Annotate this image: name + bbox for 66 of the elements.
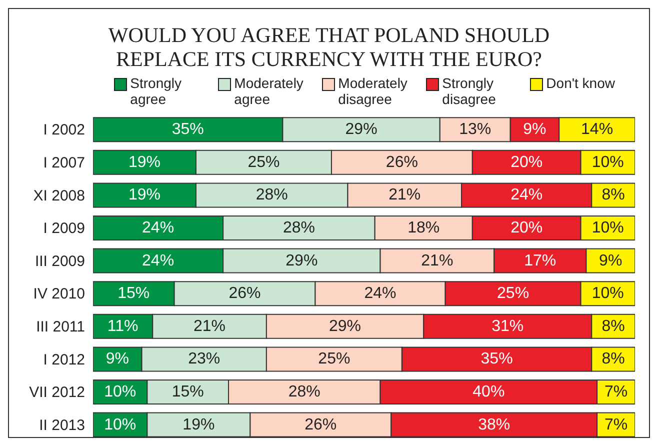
chart-title: WOULD YOU AGREE THAT POLAND SHOULD REPLACE ITS CURRENCY WITH THE EURO?	[107, 22, 551, 71]
data-label: 25%	[497, 285, 530, 302]
data-label: 8%	[602, 318, 625, 335]
data-label: 10%	[104, 383, 136, 400]
y-tick-label: XI 2008	[33, 187, 85, 204]
data-label: 9%	[106, 350, 129, 368]
data-label: 20%	[510, 219, 543, 236]
data-label: 17%	[524, 252, 556, 270]
data-label: 21%	[194, 318, 226, 335]
data-label: 24%	[142, 252, 174, 270]
data-label: 24%	[510, 186, 543, 204]
data-label: 29%	[329, 318, 362, 335]
data-label: 8%	[602, 186, 625, 204]
data-label: 26%	[386, 154, 418, 171]
legend-label: Strongly agree	[130, 75, 183, 107]
data-label: 10%	[104, 416, 136, 434]
data-label: 7%	[604, 383, 628, 400]
data-label: 7%	[604, 416, 628, 434]
data-label: 21%	[421, 252, 454, 270]
data-label: 35%	[480, 350, 513, 368]
data-label: 15%	[172, 383, 204, 400]
legend-label: Don't know	[546, 75, 615, 91]
data-label: 25%	[248, 154, 280, 171]
data-label: 35%	[172, 121, 204, 138]
data-label: 28%	[256, 186, 288, 204]
y-tick-label: I 2007	[43, 154, 85, 172]
data-label: 18%	[408, 219, 440, 236]
y-tick-label: I 2009	[43, 220, 85, 238]
y-tick-label: II 2013	[39, 416, 85, 434]
data-label: 14%	[581, 121, 614, 138]
data-label: 10%	[592, 154, 624, 171]
data-label: 8%	[602, 350, 625, 368]
data-label: 26%	[228, 285, 261, 302]
y-tick-label: I 2012	[43, 351, 85, 368]
data-label: 31%	[492, 318, 524, 335]
data-label: 28%	[282, 219, 315, 236]
data-label: 19%	[128, 186, 161, 204]
data-label: 38%	[478, 416, 510, 434]
legend-label: Moderately disagree	[338, 75, 408, 107]
y-tick-label: VII 2012	[29, 384, 85, 402]
data-label: 11%	[107, 318, 138, 335]
data-label: 25%	[318, 350, 350, 368]
data-label: 29%	[345, 121, 378, 138]
data-label: 24%	[142, 219, 174, 236]
y-tick-label: III 2009	[34, 252, 85, 270]
data-label: 19%	[128, 154, 161, 171]
data-label: 13%	[459, 121, 492, 138]
data-label: 10%	[592, 285, 624, 302]
data-label: 24%	[364, 285, 396, 302]
y-tick-label: IV 2010	[33, 286, 85, 303]
data-label: 20%	[510, 154, 543, 171]
data-label: 29%	[286, 252, 318, 270]
legend-label: Moderately agree	[234, 75, 304, 107]
data-label: 21%	[388, 186, 421, 204]
data-label: 23%	[188, 350, 220, 368]
legend-label: Strongly disagree	[442, 75, 497, 107]
data-label: 40%	[472, 383, 505, 400]
data-label: 9%	[523, 121, 546, 138]
data-label: 26%	[304, 416, 337, 434]
data-label: 9%	[599, 252, 622, 270]
data-label: 28%	[288, 383, 320, 400]
y-tick-label: III 2011	[36, 318, 85, 336]
data-label: 10%	[592, 219, 624, 236]
y-tick-label: I 2002	[43, 122, 85, 139]
data-label: 15%	[118, 285, 150, 302]
data-label: 19%	[182, 416, 215, 434]
